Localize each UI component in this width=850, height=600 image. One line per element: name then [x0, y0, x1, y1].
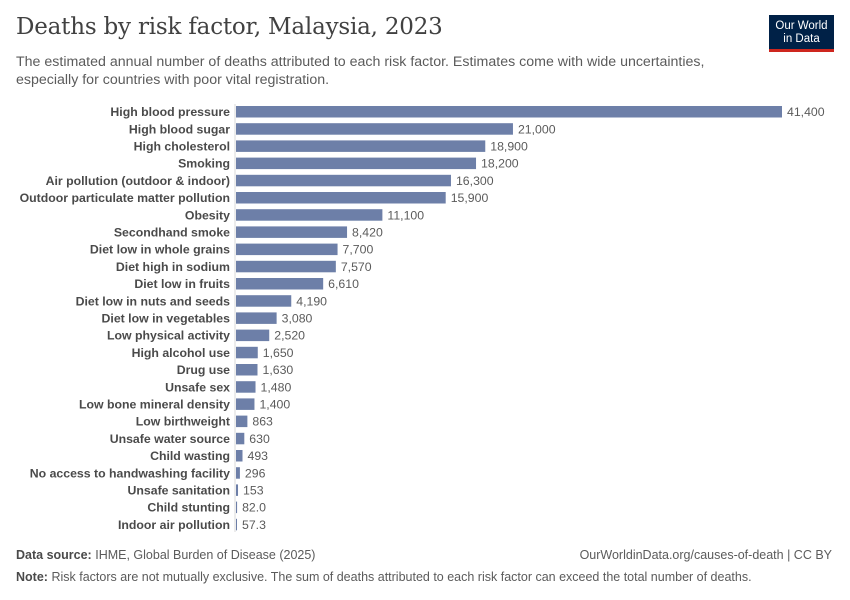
footnote: Note: Risk factors are not mutually excl…: [16, 570, 752, 584]
value-label: 21,000: [518, 122, 556, 136]
bar[interactable]: [236, 123, 513, 135]
bar[interactable]: [236, 312, 277, 324]
value-label: 15,900: [451, 191, 489, 205]
bar[interactable]: [236, 243, 338, 256]
value-label: 630: [249, 432, 270, 446]
value-label: 41,400: [787, 105, 825, 119]
bar[interactable]: [236, 364, 258, 376]
bar[interactable]: [236, 226, 348, 238]
bar[interactable]: [236, 450, 243, 462]
bar[interactable]: [236, 432, 245, 445]
bar[interactable]: [236, 415, 248, 428]
bars-group: High blood pressure 41,400 High blood suga…: [20, 105, 825, 532]
category-label: Diet low in whole grains: [90, 243, 230, 257]
category-label: High blood pressure: [110, 105, 230, 119]
value-label: 6,610: [328, 277, 359, 291]
bar[interactable]: [236, 174, 451, 187]
category-label: No access to handwashing facility: [30, 466, 230, 480]
bar[interactable]: [236, 106, 782, 118]
value-label: 296: [245, 466, 266, 480]
bar[interactable]: [236, 140, 486, 152]
category-label: Outdoor particulate matter pollution: [20, 191, 230, 205]
category-label: Air pollution (outdoor & indoor): [46, 174, 230, 188]
value-label: 7,570: [341, 260, 372, 274]
logo-line-2: in Data: [783, 33, 820, 45]
value-label: 11,100: [387, 208, 424, 222]
value-label: 7,700: [343, 243, 374, 257]
source-url[interactable]: OurWorldinData.org/causes-of-death | CC …: [579, 548, 832, 562]
category-label: Low bone mineral density: [79, 397, 230, 411]
value-label: 57.3: [242, 518, 266, 532]
value-label: 1,630: [262, 363, 293, 377]
category-label: Child stunting: [147, 501, 230, 515]
value-label: 16,300: [456, 174, 494, 188]
bar[interactable]: [236, 329, 270, 342]
bar[interactable]: [236, 501, 238, 514]
category-label: Secondhand smoke: [114, 225, 230, 239]
value-label: 2,520: [274, 329, 305, 343]
bar[interactable]: [236, 295, 292, 307]
chart-title: Deaths by risk factor, Malaysia, 2023: [16, 14, 443, 40]
note-text: Risk factors are not mutually exclusive.…: [51, 570, 752, 584]
category-label: High alcohol use: [132, 346, 231, 360]
bar[interactable]: [236, 278, 324, 290]
category-label: Low physical activity: [107, 329, 230, 343]
value-label: 1,480: [261, 380, 292, 394]
bar[interactable]: [236, 484, 239, 496]
category-label: Diet low in nuts and seeds: [76, 294, 231, 308]
category-label: Diet low in vegetables: [102, 311, 231, 325]
value-label: 493: [248, 449, 269, 463]
value-label: 18,900: [490, 139, 528, 153]
value-label: 1,650: [263, 346, 294, 360]
category-label: Low birthweight: [136, 415, 230, 429]
category-label: Unsafe sex: [165, 380, 230, 394]
bar[interactable]: [236, 157, 477, 170]
chart-subtitle: The estimated annual number of deaths at…: [16, 54, 705, 88]
value-label: 4,190: [296, 294, 327, 308]
data-source-label: Data source:: [16, 548, 92, 562]
category-label: Indoor air pollution: [118, 518, 230, 532]
bar[interactable]: [236, 192, 446, 204]
category-label: Diet high in sodium: [116, 260, 230, 274]
owid-logo[interactable]: Our World in Data: [769, 15, 834, 52]
bar[interactable]: [236, 260, 336, 273]
category-label: High cholesterol: [134, 139, 230, 153]
category-label: Obesity: [185, 208, 230, 222]
bar[interactable]: [236, 346, 258, 359]
note-label: Note:: [16, 570, 48, 584]
bar[interactable]: [236, 518, 237, 531]
bar[interactable]: [236, 209, 383, 221]
value-label: 1,400: [259, 397, 290, 411]
data-source-text[interactable]: IHME, Global Burden of Disease (2025): [95, 548, 316, 562]
logo-line-1: Our World: [775, 20, 828, 32]
bar-chart: High blood pressure 41,400 High blood suga…: [20, 104, 825, 532]
category-label: Child wasting: [150, 449, 230, 463]
category-label: Smoking: [178, 157, 230, 171]
category-label: Unsafe water source: [110, 432, 230, 446]
value-label: 153: [243, 483, 264, 497]
data-source: Data source: IHME, Global Burden of Dise…: [16, 548, 315, 562]
value-label: 18,200: [481, 157, 519, 171]
value-label: 863: [252, 415, 273, 429]
bar[interactable]: [236, 398, 255, 410]
category-label: High blood sugar: [129, 122, 230, 136]
category-label: Drug use: [177, 363, 230, 377]
value-label: 8,420: [352, 225, 383, 239]
category-label: Diet low in fruits: [134, 277, 230, 291]
value-label: 82.0: [242, 501, 266, 515]
category-label: Unsafe sanitation: [128, 483, 231, 497]
value-label: 3,080: [282, 311, 313, 325]
bar[interactable]: [236, 381, 256, 393]
bar[interactable]: [236, 467, 240, 479]
